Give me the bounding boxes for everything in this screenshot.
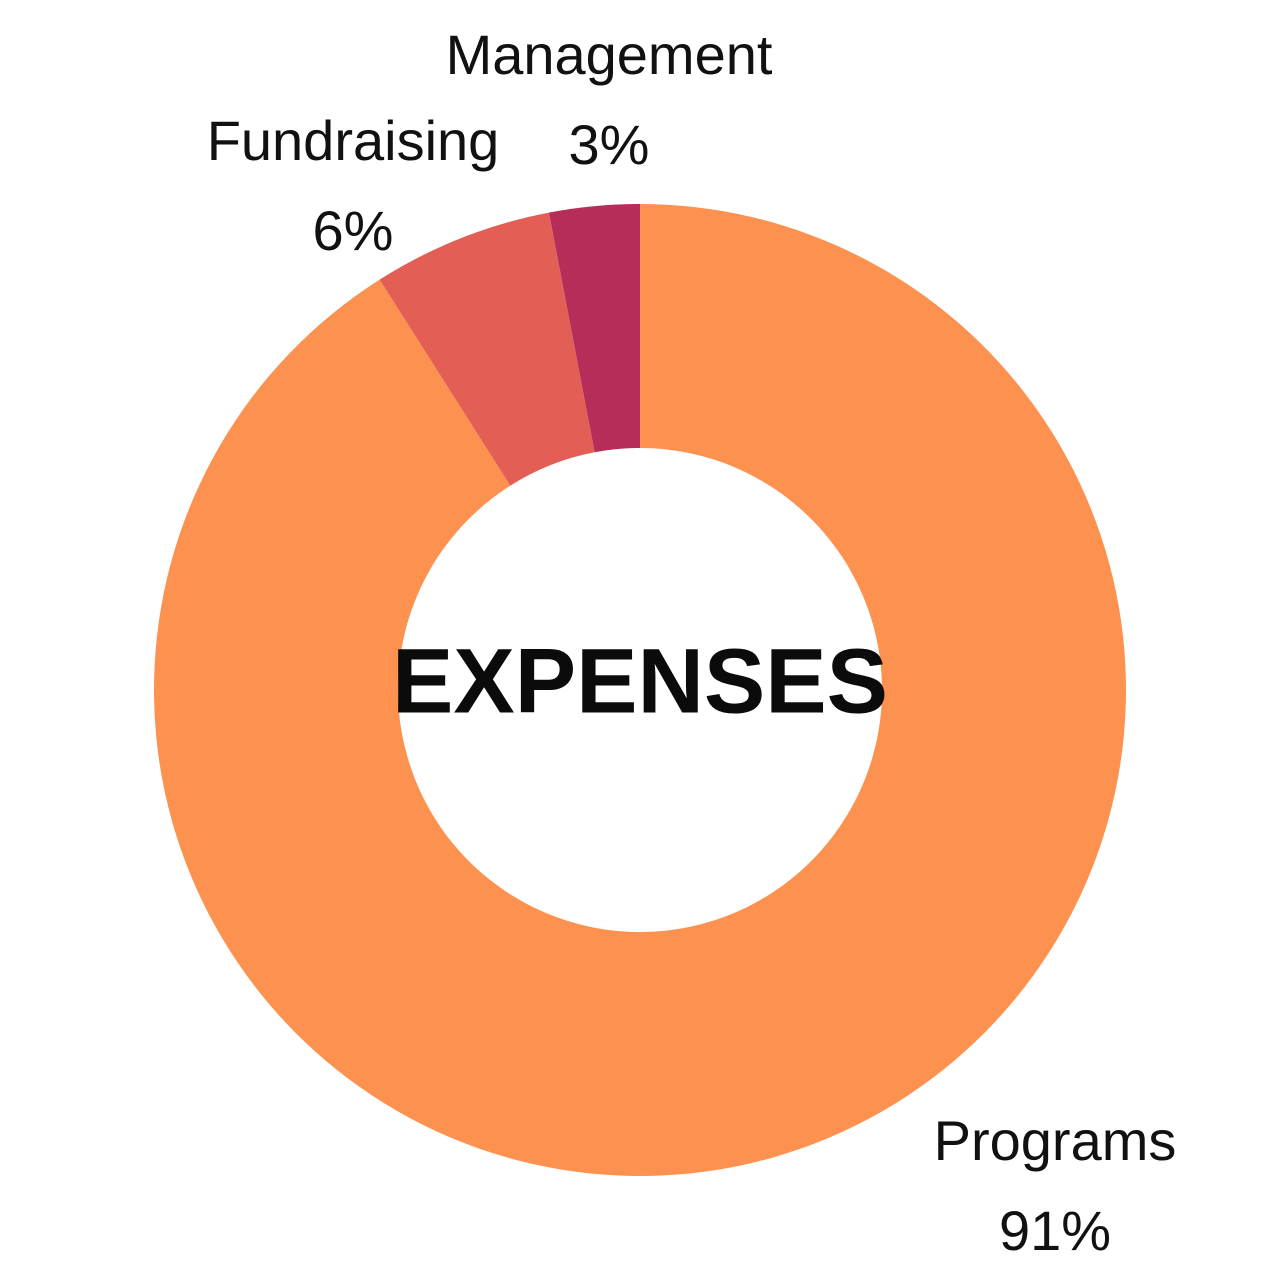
donut-slices bbox=[153, 204, 1127, 1176]
slice-labels: Programs 91% Fundraising 6% Management 3% bbox=[207, 23, 1177, 1262]
chart-title: EXPENSES bbox=[392, 630, 888, 732]
slice-value-fundraising: 6% bbox=[313, 199, 394, 262]
slice-label-management: Management bbox=[446, 23, 773, 86]
slice-programs bbox=[153, 204, 1127, 1176]
slice-label-programs: Programs bbox=[934, 1109, 1177, 1172]
slice-value-management: 3% bbox=[569, 113, 650, 176]
slice-value-programs: 91% bbox=[999, 1199, 1111, 1262]
slice-management bbox=[548, 204, 640, 453]
slice-label-fundraising: Fundraising bbox=[207, 109, 500, 172]
slice-fundraising bbox=[379, 212, 595, 486]
